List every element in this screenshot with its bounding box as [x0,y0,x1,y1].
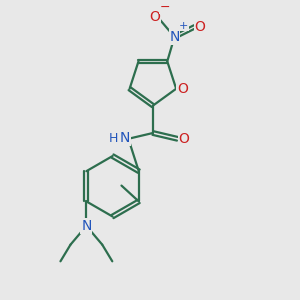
Text: N: N [81,219,92,233]
Text: +: + [179,21,188,31]
Text: H: H [109,132,118,145]
Text: N: N [120,131,130,145]
Text: O: O [150,10,160,24]
Text: O: O [178,132,189,146]
Text: −: − [160,1,170,14]
Text: O: O [177,82,188,96]
Text: O: O [194,20,205,34]
Text: N: N [169,30,180,44]
